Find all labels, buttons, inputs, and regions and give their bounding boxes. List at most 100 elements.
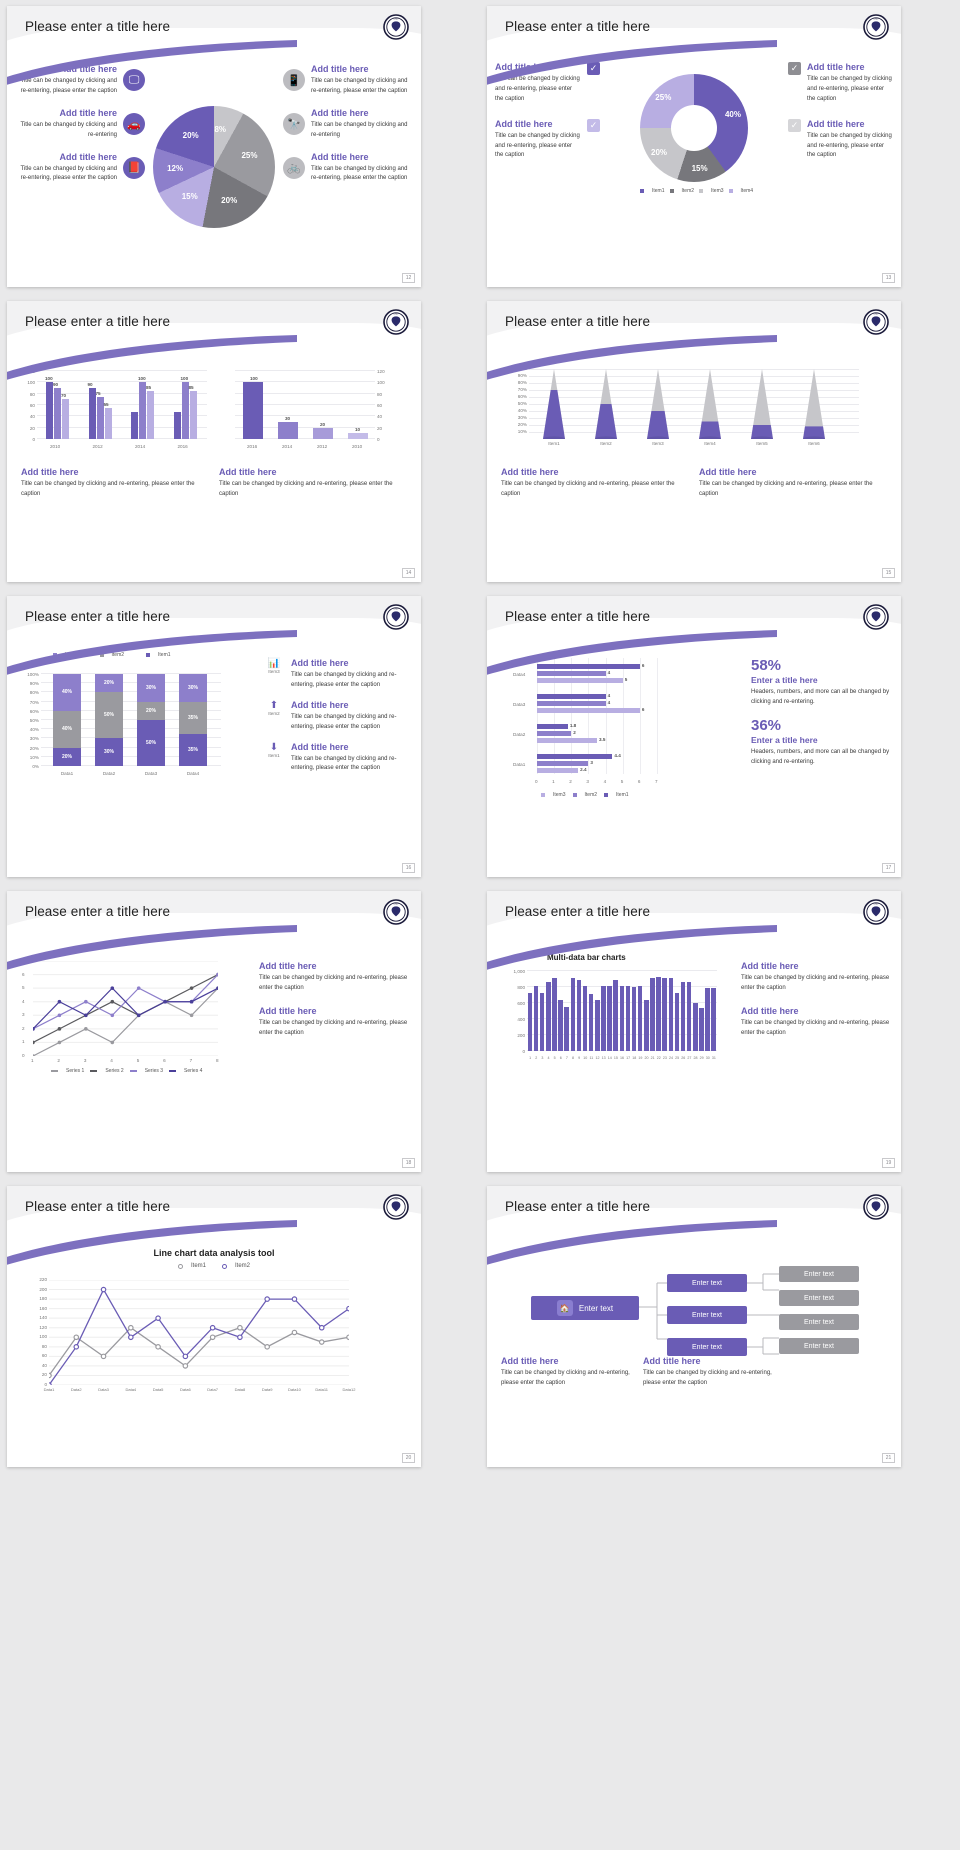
bar[interactable] bbox=[104, 407, 112, 439]
slide-19[interactable]: Please enter a title here UNIV 19 Multi-… bbox=[487, 891, 901, 1172]
bar[interactable] bbox=[699, 1008, 704, 1051]
bar[interactable] bbox=[693, 1003, 698, 1051]
bar[interactable] bbox=[189, 390, 197, 439]
stacked-segment[interactable]: 20% bbox=[95, 674, 123, 693]
bar[interactable] bbox=[533, 985, 539, 1051]
pie-chart[interactable]: 8% 25% 20% 15% 12% 20% bbox=[153, 106, 275, 228]
bar[interactable] bbox=[674, 992, 680, 1051]
feature-item[interactable]: 🚲 Add title here Title can be changed by… bbox=[283, 152, 415, 185]
cone-chart[interactable]: 100%90%80%70%60%50%40%30%20%10% Item1 It… bbox=[515, 366, 859, 446]
cone[interactable]: Item2 bbox=[593, 369, 619, 446]
slide-cell[interactable]: Please enter a title here UNIV 13 Add ti… bbox=[480, 0, 960, 295]
bar[interactable] bbox=[662, 978, 667, 1051]
stacked-segment[interactable]: 35% bbox=[179, 733, 207, 766]
bar[interactable] bbox=[139, 382, 146, 439]
hbar[interactable] bbox=[537, 678, 623, 683]
bar[interactable] bbox=[88, 388, 96, 439]
bar[interactable] bbox=[96, 396, 104, 439]
right-node[interactable]: Enter text bbox=[779, 1314, 859, 1330]
bar[interactable] bbox=[619, 985, 625, 1051]
slide-21[interactable]: Please enter a title here UNIV 21 🏠 Ente… bbox=[487, 1186, 901, 1467]
bar[interactable] bbox=[668, 977, 674, 1051]
slide-cell[interactable]: Please enter a title here UNIV 12 Add ti… bbox=[0, 0, 480, 295]
bar[interactable] bbox=[131, 411, 138, 439]
cone[interactable]: Item1 bbox=[541, 369, 567, 446]
right-node[interactable]: Enter text bbox=[779, 1338, 859, 1354]
slide-cell[interactable]: Please enter a title here UNIV 16 Item3 I… bbox=[0, 590, 480, 885]
hbar[interactable] bbox=[537, 708, 640, 713]
side-item[interactable]: 📊 Item3 Add title here Title can be chan… bbox=[263, 658, 413, 691]
horizontal-bar-chart[interactable]: 0 1 2 3 4 5 6 7 6 4 5 Data4 4 4 6 Data3 1.8 2 3.5… bbox=[513, 658, 658, 798]
feature-item[interactable]: Add title here Title can be changed by c… bbox=[13, 108, 145, 141]
feature-item[interactable]: ✓ Add title here Title can be changed by… bbox=[788, 118, 893, 162]
mid-node[interactable]: Enter text bbox=[667, 1338, 747, 1356]
stacked-segment[interactable]: 40% bbox=[53, 710, 81, 748]
bar[interactable] bbox=[601, 986, 606, 1051]
hbar[interactable] bbox=[537, 724, 568, 729]
checkbox-icon[interactable]: ✓ bbox=[587, 62, 600, 75]
bar[interactable] bbox=[181, 382, 189, 439]
side-item[interactable]: ⬇ Item1 Add title here Title can be chan… bbox=[263, 742, 413, 775]
stacked-segment[interactable]: 35% bbox=[179, 701, 207, 734]
bar[interactable] bbox=[705, 987, 710, 1051]
checkbox-icon[interactable]: ✓ bbox=[587, 118, 600, 132]
slide-cell[interactable]: Please enter a title here UNIV 19 Multi-… bbox=[480, 885, 960, 1180]
bar[interactable] bbox=[613, 979, 618, 1051]
stacked-segment[interactable]: 30% bbox=[95, 738, 123, 766]
bar[interactable] bbox=[637, 985, 643, 1051]
single-bar-chart[interactable]: 0 20 40 60 80 100 120 100 2016 30 2014 20 2012… bbox=[235, 369, 385, 449]
feature-item[interactable]: 📱 Add title here Title can be changed by… bbox=[283, 64, 415, 97]
slide-cell[interactable]: Please enter a title here UNIV 17 0 1 2 3 4 5… bbox=[480, 590, 960, 885]
bar[interactable] bbox=[243, 382, 263, 439]
slide-cell[interactable]: Please enter a title here UNIV 14 0 20 40 6… bbox=[0, 295, 480, 590]
bar[interactable] bbox=[54, 388, 61, 439]
bar[interactable] bbox=[582, 986, 588, 1051]
stacked-segment[interactable]: 50% bbox=[137, 720, 165, 766]
stacked-segment[interactable]: 50% bbox=[95, 692, 123, 739]
bar[interactable] bbox=[552, 978, 557, 1051]
slide-12[interactable]: Please enter a title here UNIV 12 Add ti… bbox=[7, 6, 421, 287]
mid-node[interactable]: Enter text bbox=[667, 1274, 747, 1292]
bar[interactable] bbox=[539, 993, 545, 1051]
bar[interactable] bbox=[625, 985, 631, 1051]
checkbox-icon[interactable]: ✓ bbox=[788, 62, 801, 75]
line-chart[interactable]: 0 20 40 60 80 100 120 140 160 180 200 220 Data1 Data2… bbox=[39, 1277, 355, 1392]
cone[interactable]: Item3 bbox=[645, 369, 671, 446]
stacked-segment[interactable]: 40% bbox=[53, 674, 81, 711]
bar[interactable] bbox=[348, 433, 368, 439]
bar[interactable] bbox=[173, 411, 181, 439]
donut-chart[interactable]: 40% 15% 20% 25% Item1 Item2 Item3 Item4 bbox=[640, 74, 753, 194]
slide-17[interactable]: Please enter a title here UNIV 17 0 1 2 3 4 5… bbox=[487, 596, 901, 877]
bar[interactable] bbox=[558, 1000, 563, 1051]
hbar[interactable] bbox=[537, 701, 606, 706]
hbar[interactable] bbox=[537, 671, 606, 676]
bar[interactable] bbox=[656, 976, 661, 1051]
bar[interactable] bbox=[650, 978, 655, 1051]
hbar[interactable] bbox=[537, 731, 572, 736]
bar[interactable] bbox=[686, 981, 692, 1051]
slide-cell[interactable]: Please enter a title here UNIV 20 Line c… bbox=[0, 1180, 480, 1475]
right-node[interactable]: Enter text bbox=[779, 1290, 859, 1306]
multi-bar-chart[interactable]: 0 200 400 600 800 1,000 1 2 3 4 5 6 7 8 9 10 11 12 13 14 15 1… bbox=[514, 969, 717, 1060]
bar[interactable] bbox=[147, 390, 154, 439]
stacked-segment[interactable]: 30% bbox=[179, 674, 207, 702]
checkbox-icon[interactable]: ✓ bbox=[788, 118, 801, 132]
grouped-bar-chart[interactable]: 0204060801001201009070201090755520121008… bbox=[27, 369, 207, 449]
bar[interactable] bbox=[595, 1000, 600, 1051]
bar[interactable] bbox=[527, 992, 533, 1051]
hbar[interactable] bbox=[537, 761, 589, 766]
bar[interactable] bbox=[545, 981, 551, 1051]
slide-cell[interactable]: Please enter a title here UNIV 15 100%90… bbox=[480, 295, 960, 590]
stacked-segment[interactable]: 20% bbox=[53, 747, 81, 766]
right-node[interactable]: Enter text bbox=[779, 1266, 859, 1282]
feature-item[interactable]: ✓ Add title here Title can be changed by… bbox=[788, 62, 893, 105]
bar[interactable] bbox=[576, 979, 582, 1051]
cone[interactable]: Item6 bbox=[801, 369, 827, 446]
hbar[interactable] bbox=[537, 664, 640, 669]
hbar[interactable] bbox=[537, 754, 613, 759]
feature-item[interactable]: Add title here Title can be changed by c… bbox=[13, 152, 145, 185]
bar[interactable] bbox=[278, 422, 298, 439]
stacked-segment[interactable]: 20% bbox=[137, 701, 165, 720]
cone[interactable]: Item5 bbox=[749, 369, 775, 446]
